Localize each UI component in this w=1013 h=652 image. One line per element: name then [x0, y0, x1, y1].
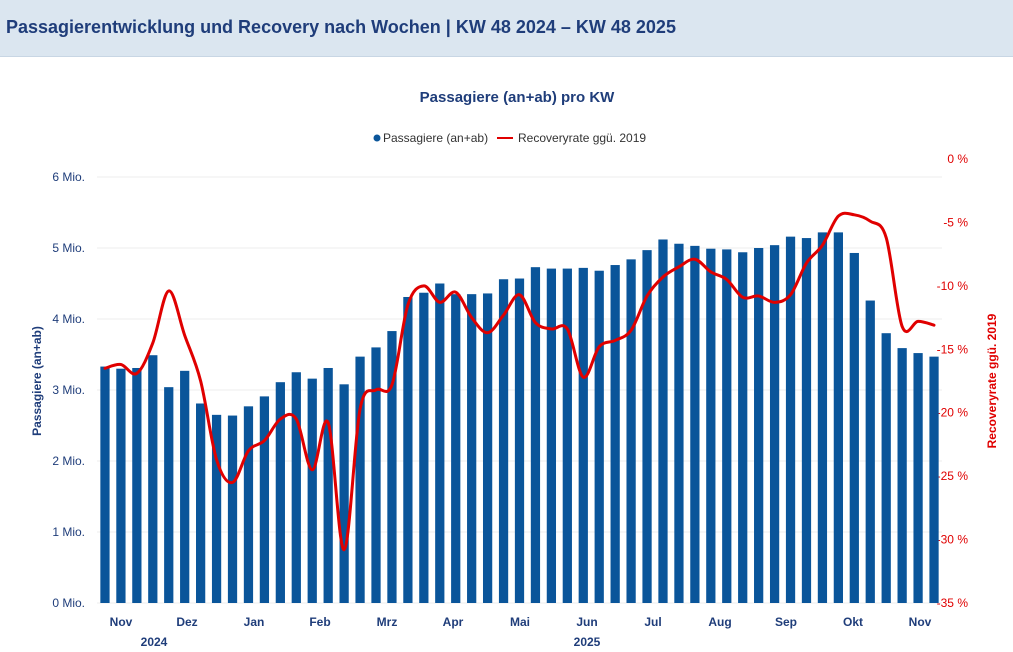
bar [451, 294, 461, 603]
x-month-label: Nov [110, 615, 133, 629]
y2-tick-label: -30 % [937, 533, 969, 547]
bar [833, 232, 843, 603]
bar [578, 267, 588, 603]
bar [817, 232, 828, 603]
bar [435, 283, 445, 603]
bar [626, 259, 636, 603]
x-month-label: Mrz [377, 615, 398, 629]
y2-tick-label: -25 % [937, 469, 969, 483]
bar [929, 356, 939, 603]
y-axis-left-ticks: 0 Mio. 1 Mio. 2 Mio. 3 Mio. 4 Mio. 5 Mio. 6 Mi… [52, 170, 85, 610]
bar-series [100, 232, 939, 604]
y2-tick-label: -15 % [937, 342, 969, 356]
x-month-label: Mai [510, 615, 530, 629]
bar [164, 387, 174, 603]
bar [642, 250, 652, 603]
y-axis-left-label: Passagiere (an+ab) [30, 326, 44, 436]
y-tick-label: 1 Mio. [52, 525, 85, 539]
bar [419, 292, 429, 603]
recovery-line [103, 211, 936, 552]
y2-tick-label: -10 % [937, 279, 969, 293]
legend-line-label: Recoveryrate ggü. 2019 [518, 131, 646, 145]
legend-bar-marker [373, 134, 381, 142]
legend-bar-label: Passagiere (an+ab) [383, 131, 488, 145]
bar [897, 348, 907, 603]
x-month-label: Jun [576, 615, 597, 629]
bar [339, 384, 349, 603]
bar [498, 279, 509, 603]
bar [913, 353, 923, 603]
bar [403, 296, 413, 603]
chart-title: Passagiere (an+ab) pro KW [420, 89, 615, 106]
bar [211, 414, 222, 603]
bar [100, 366, 110, 603]
line-series [103, 211, 936, 552]
y-tick-label: 2 Mio. [52, 454, 85, 468]
bar [865, 300, 875, 603]
y-tick-label: 5 Mio. [52, 241, 85, 255]
bar [243, 406, 254, 603]
y-tick-label: 6 Mio. [52, 170, 85, 184]
x-month-label: Okt [843, 615, 863, 629]
bar [849, 252, 859, 603]
bar [355, 356, 365, 603]
bar [323, 367, 333, 603]
x-axis-ticks: Nov Dez Jan Feb Mrz Apr Mai Jun Jul Aug Sep Okt Nov 2… [110, 615, 932, 649]
legend: Passagiere (an+ab) Recoveryrate ggü. 201… [373, 131, 646, 145]
bar [754, 248, 764, 603]
bar [674, 243, 684, 604]
x-month-label: Jul [644, 615, 661, 629]
bar [196, 403, 206, 603]
bar [658, 239, 668, 604]
bar [132, 367, 142, 603]
bar [881, 333, 891, 603]
y2-tick-label: 0 % [947, 152, 968, 166]
bar [546, 268, 557, 603]
y2-tick-label: -35 % [937, 596, 969, 610]
x-year-label: 2024 [141, 635, 168, 649]
x-month-label: Feb [309, 615, 330, 629]
page-title: Passagierentwicklung und Recovery nach W… [6, 17, 676, 37]
y-tick-label: 4 Mio. [52, 312, 85, 326]
bar [738, 252, 748, 603]
x-month-label: Apr [443, 615, 464, 629]
x-month-label: Aug [708, 615, 731, 629]
bar [148, 355, 158, 603]
bar [275, 382, 285, 603]
bar [690, 245, 700, 603]
header-bar: Passagierentwicklung und Recovery nach W… [0, 0, 1013, 57]
bar [722, 249, 732, 604]
x-month-label: Sep [775, 615, 797, 629]
bar [769, 245, 780, 603]
bar [610, 265, 620, 603]
x-month-label: Jan [244, 615, 265, 629]
y-axis-right-label: Recoveryrate ggü. 2019 [985, 313, 999, 448]
y-tick-label: 0 Mio. [52, 596, 85, 610]
bar [291, 372, 301, 603]
y-tick-label: 3 Mio. [52, 383, 85, 397]
y2-tick-label: -20 % [937, 406, 969, 420]
bar [482, 293, 493, 603]
bar [227, 415, 238, 603]
bar [706, 248, 716, 603]
y2-tick-label: -5 % [943, 215, 968, 229]
bar [116, 368, 126, 603]
bar [371, 347, 381, 603]
bar [594, 270, 604, 603]
bar [785, 236, 796, 603]
bar [467, 294, 477, 603]
bar [562, 268, 572, 603]
x-month-label: Nov [909, 615, 932, 629]
bar [514, 278, 525, 603]
bar [307, 378, 317, 603]
bar [387, 331, 397, 603]
x-month-label: Dez [176, 615, 197, 629]
y-axis-right-ticks: 0 % -5 % -10 % -15 % -20 % -25 % -30 % -35 % [937, 152, 969, 610]
bar [180, 370, 190, 603]
bar [801, 238, 812, 603]
bar [259, 396, 270, 603]
bar [530, 267, 541, 603]
x-year-label: 2025 [574, 635, 601, 649]
